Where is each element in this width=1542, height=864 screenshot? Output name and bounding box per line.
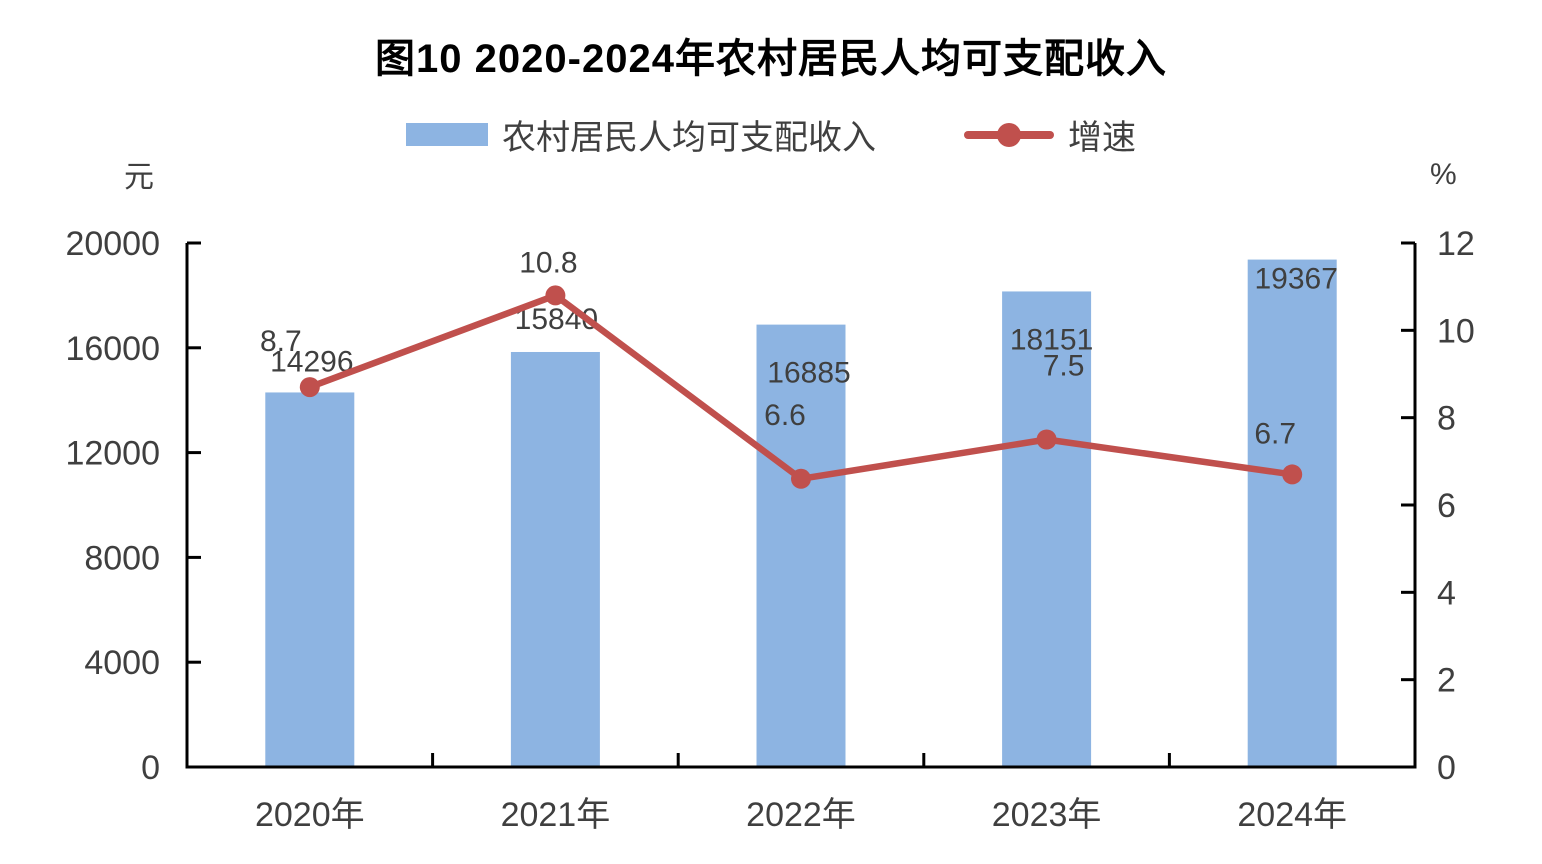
- income-bar: [756, 324, 846, 767]
- right-axis-tick-label: 2: [1437, 662, 1456, 700]
- right-axis-tick-label: 0: [1437, 749, 1456, 787]
- growth-value-label: 7.5: [1043, 350, 1085, 383]
- growth-value-label: 10.8: [519, 246, 577, 279]
- growth-marker-dot-icon: [997, 122, 1021, 147]
- income-bar: [510, 351, 600, 767]
- category-label: 2024年: [1237, 796, 1347, 834]
- growth-marker: [299, 377, 320, 398]
- growth-marker: [1282, 464, 1303, 485]
- income-bar: [1002, 291, 1092, 767]
- right-axis-tick-label: 8: [1437, 400, 1456, 438]
- income-value-label: 16885: [767, 357, 850, 390]
- income-bar: [265, 392, 355, 767]
- legend-item-growth: 增速: [964, 110, 1136, 159]
- category-label: 2020年: [255, 796, 365, 834]
- right-axis-tick-label: 6: [1437, 487, 1456, 525]
- category-label: 2023年: [992, 796, 1102, 834]
- chart-title: 图10 2020-2024年农村居民人均可支配收入: [375, 37, 1167, 81]
- right-axis-tick-label: 12: [1437, 225, 1475, 263]
- left-axis-tick-label: 16000: [65, 330, 160, 368]
- left-axis-tick-label: 0: [141, 749, 160, 787]
- income-bar: [1247, 259, 1337, 767]
- right-axis-tick-label: 10: [1437, 312, 1475, 350]
- income-bar-swatch-icon: [406, 123, 488, 146]
- income-value-label: 19367: [1254, 263, 1337, 296]
- legend: 农村居民人均可支配收入 增速: [0, 110, 1542, 159]
- growth-marker: [545, 285, 566, 306]
- growth-value-label: 6.6: [764, 399, 806, 432]
- growth-marker: [1036, 429, 1057, 450]
- right-axis-tick-label: 4: [1437, 574, 1456, 612]
- left-axis-tick-label: 8000: [84, 539, 160, 577]
- left-axis-unit: 元: [124, 161, 154, 194]
- legend-item-income: 农村居民人均可支配收入: [406, 110, 876, 159]
- left-axis-tick-label: 4000: [84, 644, 160, 682]
- growth-value-label: 6.7: [1254, 417, 1296, 450]
- left-axis-tick-label: 20000: [65, 225, 160, 263]
- legend-label-growth: 增速: [1068, 119, 1136, 157]
- growth-line-swatch-icon: [964, 122, 1054, 147]
- right-axis-unit: %: [1430, 158, 1457, 191]
- category-label: 2022年: [746, 796, 856, 834]
- growth-marker: [791, 468, 811, 489]
- category-label: 2021年: [501, 796, 611, 834]
- left-axis-tick-label: 12000: [65, 435, 160, 473]
- growth-value-label: 8.7: [260, 325, 302, 358]
- legend-label-income: 农村居民人均可支配收入: [502, 119, 876, 157]
- income-value-label: 18151: [1010, 323, 1093, 356]
